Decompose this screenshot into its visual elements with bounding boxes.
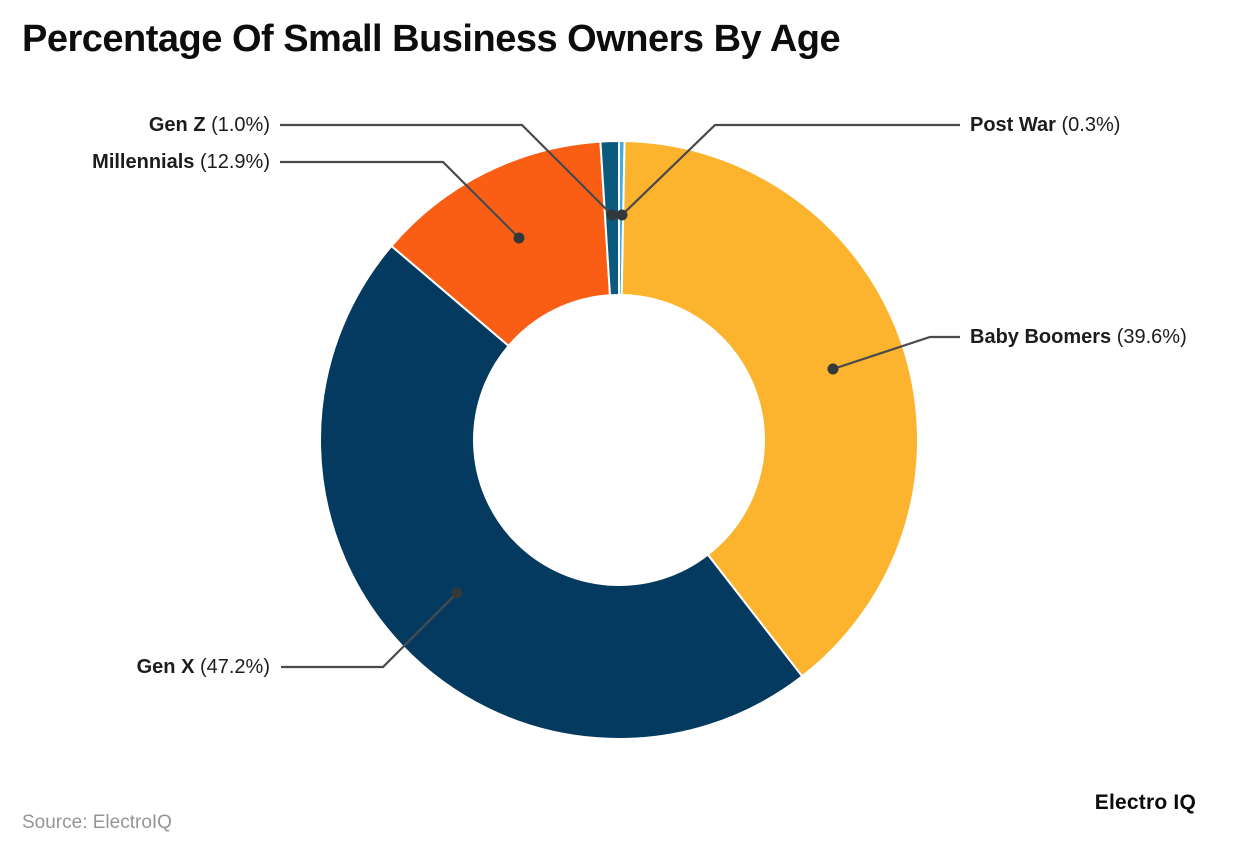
callout-name-baby-boomers: Baby Boomers bbox=[970, 326, 1112, 348]
chart-title: Percentage Of Small Business Owners By A… bbox=[22, 18, 841, 60]
slice-millennials bbox=[390, 140, 612, 348]
slice-gen-x bbox=[319, 244, 804, 740]
source-credit: Source: ElectroIQ bbox=[22, 812, 172, 833]
callout-gen-z: Gen Z (1.0%) bbox=[149, 113, 270, 137]
leader-line-millennials bbox=[280, 160, 520, 239]
callout-value-baby-boomers: (39.6%) bbox=[1111, 326, 1187, 348]
leader-dot-gen-z bbox=[606, 209, 618, 221]
brand-logo: Electro IQ bbox=[1094, 791, 1196, 814]
leader-line-baby-boomers bbox=[832, 335, 960, 371]
callout-baby-boomers: Baby Boomers (39.6%) bbox=[970, 325, 1187, 349]
callout-value-gen-z: (1.0%) bbox=[205, 114, 270, 136]
leader-dot-gen-x bbox=[451, 587, 463, 599]
callout-name-gen-z: Gen Z bbox=[148, 114, 206, 136]
leader-dot-millennials bbox=[513, 232, 525, 244]
callout-name-post-war: Post War bbox=[970, 114, 1056, 136]
leader-line-gen-x bbox=[281, 592, 458, 669]
slice-baby-boomers bbox=[620, 140, 919, 678]
callout-gen-x: Gen X (47.2%) bbox=[137, 655, 270, 679]
callout-post-war: Post War (0.3%) bbox=[970, 113, 1120, 137]
leader-line-gen-z bbox=[280, 123, 613, 216]
callout-millennials: Millennials (12.9%) bbox=[92, 150, 270, 174]
leader-dot-baby-boomers bbox=[827, 363, 839, 375]
callout-value-millennials: (12.9%) bbox=[194, 151, 270, 173]
callout-name-millennials: Millennials bbox=[92, 151, 195, 173]
leader-line-post-war bbox=[621, 123, 960, 216]
callout-name-gen-x: Gen X bbox=[136, 656, 195, 678]
callout-value-gen-x: (47.2%) bbox=[194, 656, 270, 678]
leader-dot-post-war bbox=[616, 209, 628, 221]
callout-value-post-war: (0.3%) bbox=[1055, 114, 1121, 136]
